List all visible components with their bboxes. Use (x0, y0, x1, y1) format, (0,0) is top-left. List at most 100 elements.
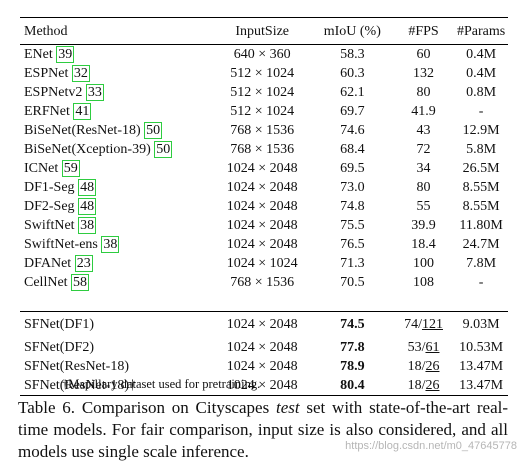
method-name: CellNet (24, 275, 72, 290)
params-cell: - (478, 104, 484, 119)
fps-value: 18/ (407, 358, 426, 374)
citation-link[interactable]: 59 (61, 160, 80, 177)
params-cell: 9.03M (462, 317, 500, 333)
fps-cell: 53/61 (393, 338, 454, 357)
fps-alt-value: 61 (425, 339, 440, 355)
caption-part2: set with state-of-the-art real-time mode… (18, 398, 508, 461)
table-row: ESPNet 32 512 × 1024 60.3 132 0.4M (20, 64, 508, 83)
citation-link[interactable]: 38 (101, 236, 120, 253)
method-cell: BiSeNet(ResNet-18) 50 (20, 121, 213, 140)
table-row: SwiftNet-ens 38 1024 × 2048 76.5 18.4 24.7M (20, 235, 508, 254)
params-cell: 0.4M (466, 66, 497, 81)
fps-value: 74/ (404, 317, 422, 333)
method-name: DF2-Seg (24, 199, 79, 214)
miou-cell: 68.4 (340, 142, 365, 157)
miou-cell: 69.5 (340, 161, 365, 176)
fps-alt-value: 26 (425, 377, 440, 393)
miou-cell: 74.6 (340, 123, 365, 138)
input-size-cell: 1024 × 2048 (226, 358, 298, 374)
citation-link[interactable]: 41 (73, 103, 92, 120)
input-size-cell: 1024 × 2048 (226, 377, 298, 393)
params-cell: 11.80M (459, 218, 503, 233)
miou-cell: 76.5 (340, 237, 365, 252)
miou-cell: 71.3 (340, 256, 365, 271)
fps-cell: 55 (416, 199, 431, 214)
method-cell: ERFNet 41 (20, 102, 213, 121)
fps-cell: 72 (416, 142, 431, 157)
miou-cell: 78.9 (340, 358, 365, 374)
citation-link[interactable]: 48 (78, 179, 97, 196)
input-size-cell: 1024 × 2048 (226, 218, 298, 233)
input-size-cell: 640 × 360 (233, 47, 291, 62)
params-cell: 13.47M (459, 377, 504, 393)
fps-cell: 34 (416, 161, 431, 176)
table-row: BiSeNet(ResNet-18) 50 768 × 1536 74.6 43 12.… (20, 121, 508, 140)
params-cell: 24.7M (462, 237, 500, 252)
fps-value: 53/ (407, 339, 426, 355)
citation-link[interactable]: 32 (71, 65, 90, 82)
citation-link[interactable]: 50 (144, 122, 163, 139)
input-size-cell: 1024 × 2048 (226, 199, 298, 214)
params-cell: 8.55M (462, 199, 500, 214)
miou-cell: 80.4 (340, 377, 365, 393)
params-cell: - (478, 275, 484, 290)
params-cell: 5.8M (466, 142, 497, 157)
table-row: SwiftNet 38 1024 × 2048 75.5 39.9 11.80M (20, 216, 508, 235)
method-name: BiSeNet(Xception-39) (24, 142, 155, 157)
input-size-cell: 1024 × 2048 (226, 180, 298, 195)
fps-cell: 43 (416, 123, 431, 138)
table-row: SFNet(DF2) 1024 × 2048 77.8 53/61 10.53M (20, 338, 508, 357)
miou-cell: 75.5 (340, 218, 365, 233)
params-cell: 0.8M (466, 85, 497, 100)
header-fps: #FPS (392, 17, 455, 45)
params-cell: 26.5M (462, 161, 500, 176)
method-cell: ESPNetv2 33 (20, 83, 213, 102)
fps-alt-value: 121 (421, 317, 443, 333)
table-caption: Table 6. Comparison on Cityscapes test s… (18, 397, 508, 463)
header-inputsize: InputSize (212, 17, 312, 45)
params-cell: 0.4M (466, 47, 497, 62)
table-row: ESPNetv2 33 512 × 1024 62.1 80 0.8M (20, 83, 508, 102)
table-row: BiSeNet(Xception-39) 50 768 × 1536 68.4 72 5… (20, 140, 508, 159)
method-name: ENet (24, 47, 57, 62)
fps-cell: 39.9 (411, 218, 436, 233)
method-name: DF1-Seg (24, 180, 79, 195)
table-row: ICNet 59 1024 × 2048 69.5 34 26.5M (20, 159, 508, 178)
method-cell: SFNet(ResNet-18)† (24, 377, 136, 393)
method-cell: SFNet(DF1) (24, 317, 95, 333)
table-row: ENet 39 640 × 360 58.3 60 0.4M (20, 45, 508, 65)
method-cell: DF1-Seg 48 (20, 178, 213, 197)
table-row: CellNet 58 768 × 1536 70.5 108 - (20, 273, 508, 292)
citation-link[interactable]: 58 (71, 274, 90, 291)
method-cell: DF2-Seg 48 (20, 197, 213, 216)
citation-link[interactable]: 38 (78, 217, 97, 234)
table-row: SFNet(ResNet-18)† 1024 × 2048 80.4 18/26 13.… (20, 376, 508, 396)
fps-cell: 74/121 (393, 312, 454, 338)
citation-link[interactable]: 39 (56, 46, 75, 63)
method-cell: DFANet 23 (20, 254, 213, 273)
input-size-cell: 768 × 1536 (230, 123, 295, 138)
fps-cell: 18/26 (393, 376, 454, 396)
fps-alt-value: 26 (425, 358, 440, 374)
section-divider (20, 292, 508, 312)
method-name: ESPNetv2 (24, 85, 86, 100)
input-size-cell: 512 × 1024 (230, 66, 295, 81)
input-size-cell: 768 × 1536 (230, 275, 295, 290)
fps-value: 18/ (407, 377, 426, 393)
baseline-rows: ENet 39 640 × 360 58.3 60 0.4M ESPNet 32 512 ×… (20, 45, 508, 312)
method-cell: SwiftNet-ens 38 (20, 235, 213, 254)
table-footnote: †Mapillary dataset used for pretraining. (62, 377, 261, 391)
method-cell: ESPNet 32 (20, 64, 213, 83)
method-name: DFANet (24, 256, 75, 271)
citation-link[interactable]: 23 (74, 255, 93, 272)
citation-link[interactable]: 48 (78, 198, 97, 215)
method-cell: ICNet 59 (20, 159, 213, 178)
citation-link[interactable]: 50 (154, 141, 173, 158)
input-size-cell: 768 × 1536 (230, 142, 295, 157)
miou-cell: 74.8 (340, 199, 365, 214)
header-method: Method (20, 17, 213, 45)
citation-link[interactable]: 33 (85, 84, 104, 101)
miou-cell: 62.1 (340, 85, 365, 100)
results-table: Method InputSize mIoU (%) #FPS #Params E… (20, 17, 508, 396)
